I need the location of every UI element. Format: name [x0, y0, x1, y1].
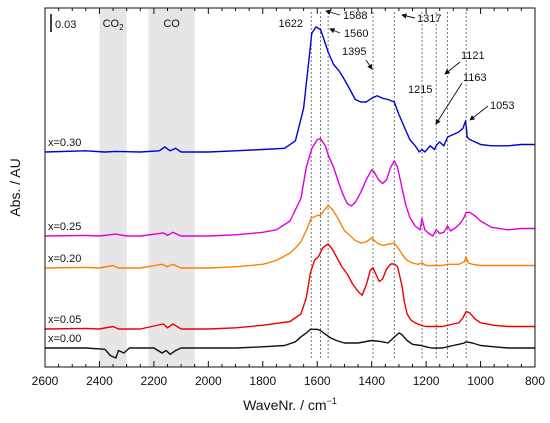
ref-label-1560: 1560 — [344, 28, 368, 40]
series-label-x=0.05: x=0.05 — [48, 314, 81, 326]
ref-arrow-1588 — [325, 9, 341, 16]
shaded-region-1 — [148, 9, 195, 367]
ref-arrow-1163 — [435, 82, 463, 125]
x-axis-label: WaveNr. / cm−1 — [243, 396, 337, 413]
shaded-regions — [99, 9, 195, 367]
x-tick-label-800: 800 — [525, 374, 545, 388]
ref-label-1317: 1317 — [417, 13, 441, 25]
ref-label-1622: 1622 — [279, 18, 303, 30]
axes: 2600 2400 2200 2000 1800 1600 1400 1200 1000 800 W… — [7, 7, 545, 413]
ref-label-1395: 1395 — [342, 46, 366, 58]
series-line-x=0.30 — [44, 26, 535, 153]
x-tick-label-1200: 1200 — [413, 374, 440, 388]
x-tick-label-2200: 2200 — [141, 374, 168, 388]
ref-label-1588: 1588 — [343, 10, 367, 22]
series-label-x=0.30: x=0.30 — [48, 137, 81, 149]
ref-label-1121: 1121 — [461, 50, 485, 62]
y-axis-label: Abs. / AU — [7, 158, 23, 216]
series-line-x=0.00 — [45, 328, 535, 359]
ref-label-1215: 1215 — [408, 84, 432, 96]
scale-bar-label: 0.03 — [55, 19, 76, 31]
ref-label-1053: 1053 — [490, 100, 514, 112]
series-label-x=0.25: x=0.25 — [48, 221, 81, 233]
x-tick-label-1600: 1600 — [304, 374, 331, 388]
x-tick-label-1400: 1400 — [358, 374, 385, 388]
x-tick-label-2000: 2000 — [195, 374, 222, 388]
ref-label-1163: 1163 — [463, 72, 487, 84]
series-line-x=0.05 — [44, 243, 535, 330]
series-label-x=0.20: x=0.20 — [48, 253, 81, 265]
reference-lines — [310, 12, 467, 359]
x-tick-label-2600: 2600 — [32, 374, 59, 388]
ref-arrow-1121 — [444, 61, 461, 75]
x-tick-label-1000: 1000 — [467, 374, 494, 388]
spectra-series — [44, 26, 535, 359]
ref-arrow-1053 — [469, 105, 489, 121]
series-line-x=0.20 — [44, 204, 535, 269]
series-line-x=0.25 — [44, 137, 535, 237]
ref-arrow-1560 — [329, 28, 341, 34]
shaded-region-0 — [99, 9, 127, 367]
x-tick-label-1800: 1800 — [249, 374, 276, 388]
annotations: CO2 CO 1622 1588 1560 1395 1317 1215 1163 1121 105… — [48, 9, 514, 345]
ref-arrow-1395 — [365, 59, 373, 70]
series-label-x=0.00: x=0.00 — [48, 333, 81, 345]
x-tick-label-2400: 2400 — [86, 374, 113, 388]
shaded-region-label-1: CO — [163, 18, 180, 30]
shaded-region-label-0: CO2 — [103, 18, 125, 32]
ref-arrow-1317 — [401, 13, 416, 19]
